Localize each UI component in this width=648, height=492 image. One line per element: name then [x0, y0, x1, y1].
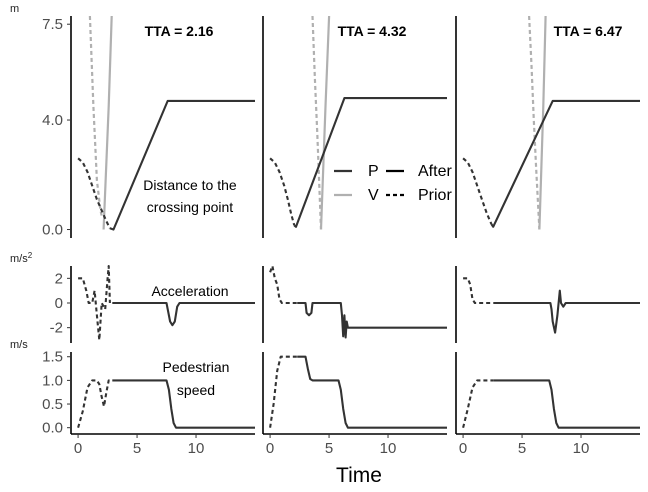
- x-axis-title: Time: [336, 464, 382, 487]
- unit-superscript: 2: [28, 251, 33, 260]
- legend-agent-label: P: [368, 163, 379, 180]
- x-tick-label: 5: [133, 440, 141, 457]
- x-tick-label: 0: [459, 440, 467, 457]
- y-tick-label: 4.0: [42, 112, 63, 129]
- x-tick-label: 0: [74, 440, 82, 457]
- legend-timing-label: After: [418, 163, 452, 180]
- pedestrian-acceleration-prior-series: [463, 277, 494, 305]
- y-tick-label: -2: [50, 320, 63, 337]
- pedestrian-acceleration-after-series: [297, 301, 447, 339]
- x-tick-label: 10: [380, 440, 397, 457]
- pedestrian-distance-after-series: [293, 97, 447, 228]
- y-unit-label: m: [10, 3, 19, 15]
- speed-annotation: Pedestrian: [163, 359, 230, 375]
- y-tick-label: 7.5: [42, 16, 63, 33]
- x-tick-label: 0: [266, 440, 274, 457]
- legend-agent-label: V: [368, 187, 379, 204]
- pedestrian-speed-after-series: [297, 355, 447, 429]
- pedestrian-speed-prior-series: [462, 379, 494, 428]
- pedestrian-distance-prior-series: [462, 157, 493, 225]
- pedestrian-acceleration-after-series: [493, 289, 640, 334]
- x-tick-label: 10: [188, 440, 205, 457]
- y-unit-label: m/s2: [10, 251, 33, 266]
- speed-annotation: speed: [177, 382, 215, 398]
- pedestrian-distance-prior-series: [269, 157, 296, 226]
- y-tick-label: 0.0: [42, 222, 63, 239]
- tta-label: TTA = 4.32: [338, 23, 407, 39]
- y-tick-label: 0.0: [42, 420, 63, 437]
- y-tick-label: 1.0: [42, 372, 63, 389]
- vehicle-distance-prior-series: [311, 15, 323, 230]
- pedestrian-speed-prior-series: [269, 355, 298, 428]
- pedestrian-acceleration-prior-series: [269, 264, 298, 305]
- vehicle-distance-after-series: [319, 15, 331, 230]
- pedestrian-speed-after-series: [493, 379, 640, 429]
- tta-label: TTA = 6.47: [554, 23, 623, 39]
- pedestrian-speed-after-series: [112, 379, 255, 429]
- distance-annotation: crossing point: [147, 199, 233, 215]
- x-tick-label: 5: [325, 440, 333, 457]
- acceleration-annotation: Acceleration: [151, 283, 228, 299]
- pedestrian-distance-after-series: [109, 99, 255, 231]
- pedestrian-speed-prior-series: [77, 379, 113, 428]
- x-tick-label: 5: [518, 440, 526, 457]
- x-tick-label: 10: [573, 440, 590, 457]
- y-tick-label: 1.5: [42, 349, 63, 366]
- y-tick-label: 0.5: [42, 396, 63, 413]
- y-tick-label: 0: [55, 295, 63, 312]
- legend-timing-label: Prior: [418, 187, 452, 204]
- pedestrian-acceleration-after-series: [112, 301, 255, 327]
- vehicle-distance-prior-series: [88, 15, 103, 217]
- pedestrian-distance-after-series: [490, 99, 640, 228]
- pedestrian-distance-prior-series: [77, 157, 111, 229]
- pedestrian-acceleration-prior-series: [78, 264, 111, 342]
- distance-annotation: Distance to the: [143, 177, 237, 193]
- vehicle-distance-prior-series: [528, 15, 541, 230]
- vehicle-distance-after-series: [102, 15, 113, 230]
- y-tick-label: 2: [55, 270, 63, 287]
- vehicle-distance-after-series: [538, 15, 547, 230]
- y-unit-label: m/s: [10, 339, 28, 351]
- tta-label: TTA = 2.16: [145, 23, 214, 39]
